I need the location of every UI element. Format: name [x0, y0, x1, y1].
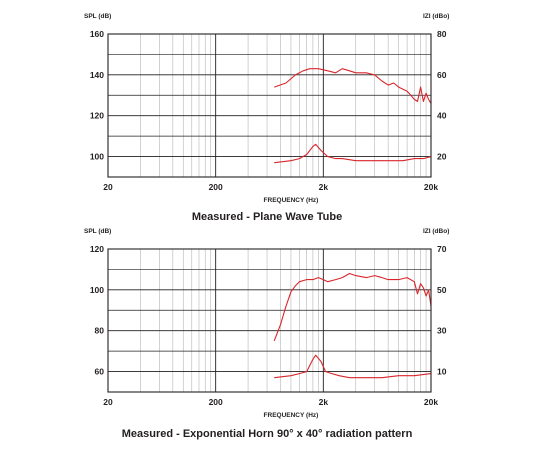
chart-exponential-horn: 120 100 80 60 70 50 30 10 20 200 2k 20k SPL (dB) IZ…	[84, 228, 449, 440]
spl-curve	[274, 68, 432, 104]
y2-tick-label: 50	[437, 285, 447, 295]
y-tick-label: 100	[90, 285, 104, 295]
y2-tick-label: 60	[437, 70, 447, 80]
chart-title: Measured - Plane Wave Tube	[192, 211, 342, 223]
x-tick-label: 20k	[424, 397, 438, 407]
y-tick-label: 140	[90, 70, 104, 80]
y-tick-label: 120	[90, 244, 104, 254]
x-tick-label: 2k	[319, 397, 329, 407]
x-tick-label: 2k	[319, 182, 329, 192]
grid	[108, 249, 431, 392]
x-tick-label: 200	[209, 397, 223, 407]
x-tick-label: 20	[103, 182, 113, 192]
x-tick-label: 20	[103, 397, 113, 407]
y2-tick-label: 30	[437, 326, 447, 336]
y-tick-label: 120	[90, 111, 104, 121]
y-axis-title-right: IZI (dBo)	[423, 13, 449, 20]
x-axis-title: FREQUENCY (Hz)	[264, 197, 319, 204]
tick-labels: 160 140 120 100 80 60 40 20 20 200 2k 20k	[90, 29, 447, 192]
y2-tick-label: 20	[437, 152, 447, 162]
impedance-curve	[274, 354, 432, 379]
y2-tick-label: 40	[437, 111, 447, 121]
y-tick-label: 60	[95, 367, 105, 377]
plot-frame	[107, 248, 432, 393]
x-tick-label: 200	[209, 182, 223, 192]
plot-frame	[107, 33, 432, 178]
y-axis-title-left: SPL (dB)	[84, 13, 111, 20]
chart-title: Measured - Exponential Horn 90° x 40° ra…	[122, 428, 413, 440]
y2-tick-label: 70	[437, 244, 447, 254]
y2-tick-label: 10	[437, 367, 447, 377]
grid	[108, 34, 431, 177]
series-layer	[274, 68, 432, 164]
x-tick-label: 20k	[424, 182, 438, 192]
impedance-curve	[274, 143, 432, 164]
spl-curve	[273, 272, 432, 342]
tick-labels: 120 100 80 60 70 50 30 10 20 200 2k 20k	[90, 244, 447, 407]
y-tick-label: 80	[95, 326, 105, 336]
x-axis-title: FREQUENCY (Hz)	[264, 412, 319, 419]
y-axis-title-right: IZI (dBo)	[423, 228, 449, 235]
y-axis-title-left: SPL (dB)	[84, 228, 111, 235]
y-tick-label: 160	[90, 29, 104, 39]
y-tick-label: 100	[90, 152, 104, 162]
series-layer	[273, 272, 432, 379]
y2-tick-label: 80	[437, 29, 447, 39]
